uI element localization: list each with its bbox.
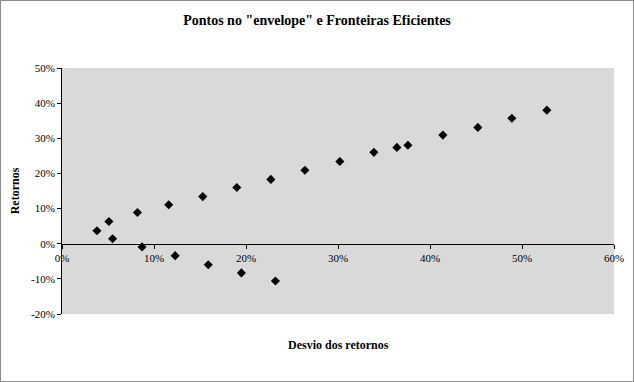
svg-text:50%: 50% bbox=[35, 62, 55, 74]
svg-text:40%: 40% bbox=[35, 97, 55, 109]
svg-text:60%: 60% bbox=[604, 252, 624, 264]
svg-text:30%: 30% bbox=[35, 132, 55, 144]
svg-text:10%: 10% bbox=[144, 252, 164, 264]
svg-text:-10%: -10% bbox=[31, 273, 55, 285]
svg-text:-20%: -20% bbox=[31, 308, 55, 320]
svg-text:0%: 0% bbox=[40, 238, 55, 250]
svg-text:Pontos no "envelope" e Frontei: Pontos no "envelope" e Fronteiras Eficie… bbox=[183, 13, 451, 28]
svg-text:Desvio dos retornos: Desvio dos retornos bbox=[288, 338, 389, 352]
svg-text:20%: 20% bbox=[236, 252, 256, 264]
svg-text:20%: 20% bbox=[35, 167, 55, 179]
svg-text:10%: 10% bbox=[35, 202, 55, 214]
svg-text:40%: 40% bbox=[420, 252, 440, 264]
svg-text:50%: 50% bbox=[512, 252, 532, 264]
svg-text:30%: 30% bbox=[328, 252, 348, 264]
svg-text:0%: 0% bbox=[55, 252, 70, 264]
svg-text:Retornos: Retornos bbox=[8, 167, 22, 214]
